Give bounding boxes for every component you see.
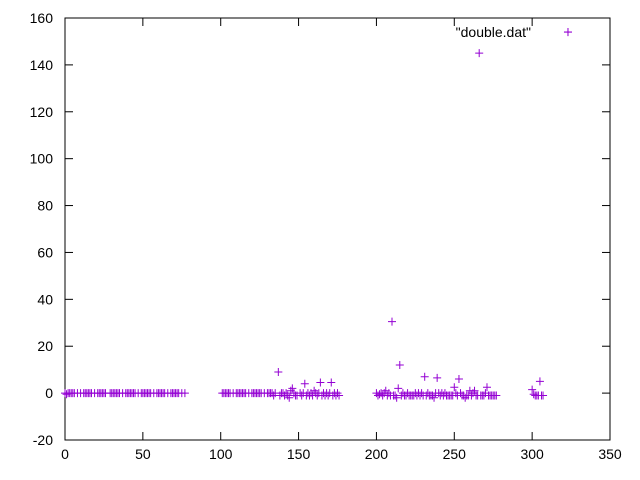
data-point	[539, 391, 548, 400]
y-tick-label: 80	[37, 198, 53, 214]
y-axis: -20 0 20 40 60 80 100 120 140 160	[30, 10, 610, 448]
x-tick-label: 350	[598, 446, 622, 462]
legend-label: "double.dat"	[456, 24, 531, 40]
data-point	[433, 373, 442, 382]
y-tick-label: 140	[30, 57, 54, 73]
data-point	[316, 378, 325, 387]
x-tick-label: 300	[520, 446, 544, 462]
plot-frame	[64, 17, 611, 441]
data-point	[528, 385, 537, 394]
x-axis: 0 50 100 150 200 250 300 350	[61, 18, 622, 462]
y-tick-label: 120	[30, 104, 54, 120]
data-point	[394, 384, 403, 393]
x-tick-label: 0	[61, 446, 69, 462]
y-tick-label: 20	[37, 338, 53, 354]
x-tick-label: 150	[287, 446, 311, 462]
data-point	[470, 386, 479, 395]
data-point	[274, 368, 283, 377]
x-tick-label: 100	[209, 446, 233, 462]
data-point	[454, 375, 463, 384]
data-point	[288, 384, 297, 393]
y-tick-label: 60	[37, 244, 53, 260]
x-tick-label: 200	[365, 446, 389, 462]
data-point	[327, 378, 336, 387]
x-tick-label: 50	[135, 446, 151, 462]
data-point	[492, 391, 501, 400]
y-tick-label: -20	[33, 432, 53, 448]
data-point	[450, 383, 459, 392]
y-tick-label: 160	[30, 10, 54, 26]
legend: "double.dat"	[456, 24, 572, 40]
y-tick-label: 40	[37, 291, 53, 307]
data-points	[61, 28, 572, 402]
data-point	[300, 379, 309, 388]
data-point	[475, 49, 484, 58]
data-point	[285, 393, 294, 402]
data-point	[180, 389, 189, 398]
data-point	[482, 383, 491, 392]
legend-marker	[564, 28, 572, 36]
data-point	[335, 391, 344, 400]
data-point	[392, 393, 401, 402]
data-point	[388, 317, 396, 326]
data-point	[535, 377, 544, 386]
x-tick-label: 250	[443, 446, 467, 462]
data-point	[395, 360, 404, 369]
y-tick-label: 0	[45, 385, 53, 401]
data-point	[420, 372, 429, 381]
y-tick-label: 100	[30, 151, 54, 167]
data-point	[430, 393, 439, 402]
